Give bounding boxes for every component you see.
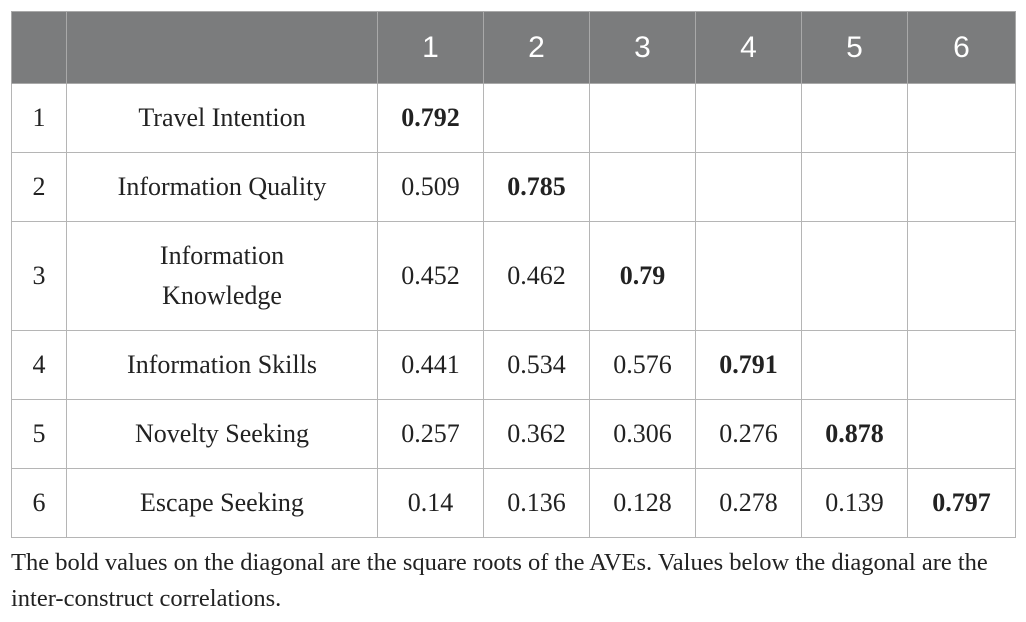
table-row: 6 Escape Seeking 0.14 0.136 0.128 0.278 …: [11, 468, 1016, 538]
table-row: 5 Novelty Seeking 0.257 0.362 0.306 0.27…: [11, 399, 1016, 469]
construct-name: Travel Intention: [66, 83, 378, 153]
value-cell: 0.576: [589, 330, 696, 400]
diagonal-value-cell: 0.79: [589, 221, 696, 331]
diagonal-value-cell: 0.785: [483, 152, 590, 222]
table-footnote: The bold values on the diagonal are the …: [11, 549, 988, 612]
value-cell: 0.128: [589, 468, 696, 538]
value-cell: 0.276: [695, 399, 802, 469]
construct-name-text: Information Knowledge: [159, 241, 285, 310]
header-cell-6: 6: [907, 11, 1016, 84]
header-cell-1: 1: [377, 11, 484, 84]
diagonal-value-cell: 0.792: [377, 83, 484, 153]
value-cell: 0.14: [377, 468, 484, 538]
construct-name: Novelty Seeking: [66, 399, 378, 469]
value-cell: 0.278: [695, 468, 802, 538]
table-body: 1 Travel Intention 0.792 2 Information Q…: [11, 83, 1016, 538]
value-cell: 0.139: [801, 468, 908, 538]
value-cell: [907, 152, 1016, 222]
table-row: 3 Information Knowledge 0.452 0.462 0.79: [11, 221, 1016, 331]
value-cell: [801, 221, 908, 331]
diagonal-value-cell: 0.797: [907, 468, 1016, 538]
discriminant-validity-table: 1 2 3 4 5 6 1 Travel Intention 0.792: [11, 11, 1016, 538]
value-cell: [483, 83, 590, 153]
correlation-table-container: 1 2 3 4 5 6 1 Travel Intention 0.792: [11, 11, 1016, 538]
value-cell: [907, 221, 1016, 331]
table-row: 2 Information Quality 0.509 0.785: [11, 152, 1016, 222]
construct-name: Information Quality: [66, 152, 378, 222]
value-cell: [589, 152, 696, 222]
value-cell: [801, 83, 908, 153]
row-number: 1: [11, 83, 67, 153]
value-cell: 0.452: [377, 221, 484, 331]
diagonal-value-cell: 0.791: [695, 330, 802, 400]
value-cell: 0.306: [589, 399, 696, 469]
row-number: 4: [11, 330, 67, 400]
header-cell-4: 4: [695, 11, 802, 84]
value-cell: [907, 330, 1016, 400]
row-number: 3: [11, 221, 67, 331]
construct-name: Information Skills: [66, 330, 378, 400]
value-cell: [907, 83, 1016, 153]
row-number: 2: [11, 152, 67, 222]
value-cell: [695, 152, 802, 222]
row-number: 5: [11, 399, 67, 469]
header-cell-5: 5: [801, 11, 908, 84]
table-header-row: 1 2 3 4 5 6: [11, 11, 1016, 84]
table-row: 4 Information Skills 0.441 0.534 0.576 0…: [11, 330, 1016, 400]
value-cell: [801, 152, 908, 222]
header-cell-3: 3: [589, 11, 696, 84]
value-cell: 0.509: [377, 152, 484, 222]
value-cell: 0.136: [483, 468, 590, 538]
value-cell: [589, 83, 696, 153]
value-cell: 0.362: [483, 399, 590, 469]
value-cell: [695, 83, 802, 153]
row-number: 6: [11, 468, 67, 538]
value-cell: [907, 399, 1016, 469]
header-cell-blank-name: [66, 11, 378, 84]
construct-name: Information Knowledge: [66, 221, 378, 331]
construct-name: Escape Seeking: [66, 468, 378, 538]
value-cell: 0.462: [483, 221, 590, 331]
value-cell: [695, 221, 802, 331]
header-cell-2: 2: [483, 11, 590, 84]
value-cell: 0.257: [377, 399, 484, 469]
value-cell: 0.441: [377, 330, 484, 400]
value-cell: [801, 330, 908, 400]
header-cell-blank-num: [11, 11, 67, 84]
table-row: 1 Travel Intention 0.792: [11, 83, 1016, 153]
value-cell: 0.534: [483, 330, 590, 400]
diagonal-value-cell: 0.878: [801, 399, 908, 469]
